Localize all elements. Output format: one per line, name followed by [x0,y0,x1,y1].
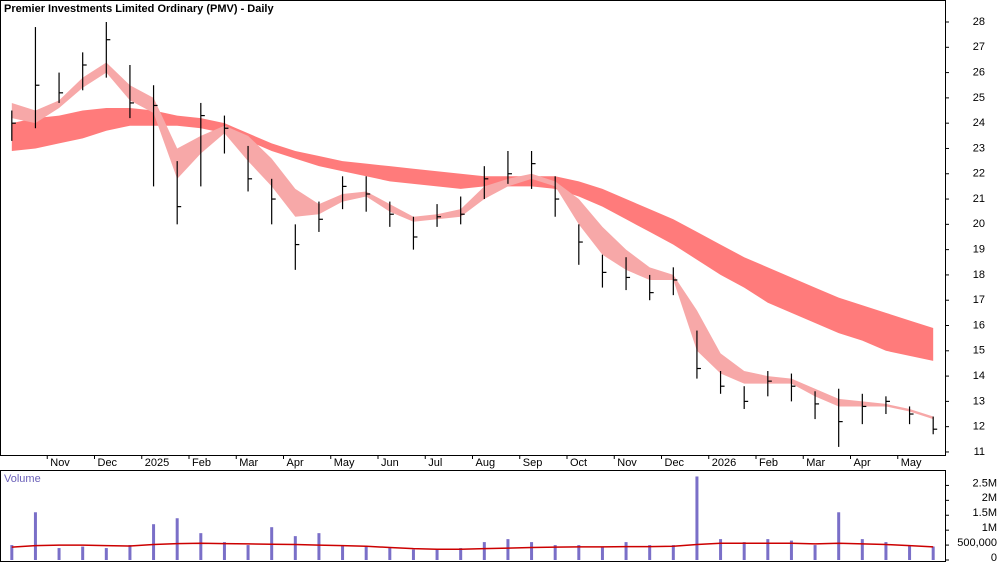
volume-bar [624,542,628,560]
volume-bar [766,539,770,560]
x-tick-label: Dec [665,457,685,469]
chart-title: Premier Investments Limited Ordinary (PM… [4,3,274,15]
volume-average [11,542,934,551]
volume-bar [388,548,392,560]
volume-bar [10,545,14,560]
volume-bar [317,533,321,560]
y-tick-label: 27 [973,41,985,53]
volume-bar [435,549,439,560]
volume-bar [837,512,841,560]
volume-bar [719,539,723,560]
x-tick-label: Aug [476,457,496,469]
volume-bar [742,542,746,560]
volume-bar [600,546,604,560]
volume-bar [341,545,345,560]
y-tick-label: 2.5M [973,477,997,489]
y-tick-label: 13 [973,395,985,407]
volume-bar [175,518,179,560]
volume-bar [459,548,463,560]
y-tick-label: 2M [982,492,997,504]
x-tick-label: May [334,457,355,469]
y-tick-label: 11 [974,446,985,458]
y-tick-label: 12 [973,421,985,433]
y-tick-label: 15 [973,345,985,357]
volume-bar [553,545,557,560]
ma-band [11,62,934,420]
volume-bar [648,545,652,560]
y-tick-label: 16 [973,319,985,331]
y-tick-label: 0 [991,552,997,562]
volume-bar [931,546,935,560]
y-tick-label: 19 [973,244,985,256]
y-tick-label: 21 [973,193,985,205]
volume-bar [33,512,37,560]
y-tick-label: 23 [973,142,985,154]
volume-bar [695,476,699,560]
x-tick-label: Apr [854,457,871,469]
x-tick-label: Nov [50,457,70,469]
volume-bar [57,548,61,560]
y-tick-label: 1M [982,522,997,534]
volume-bar [577,545,581,560]
volume-bar [908,545,912,560]
volume-bar [222,542,226,560]
y-tick-label: 28 [973,16,985,28]
volume-bar [671,545,675,560]
y-tick-label: 1.5M [973,507,997,519]
x-tick-label: Mar [806,457,825,469]
y-tick-label: 20 [973,218,985,230]
y-tick-label: 500,000 [957,537,997,549]
x-tick-label: Nov [617,457,637,469]
volume-bar [81,546,85,560]
volume-bar [128,545,132,560]
x-tick-label: Sep [523,457,543,469]
x-tick-label: Jul [428,457,442,469]
y-tick-label: 25 [973,92,985,104]
y-tick-label: 26 [973,66,985,78]
volume-bar [506,539,510,560]
volume-bar [482,542,486,560]
x-tick-label: 2026 [712,457,736,469]
volume-bar [860,539,864,560]
volume-bar [884,542,888,560]
x-tick-label: Mar [239,457,258,469]
volume-bar [104,548,108,560]
volume-title: Volume [4,473,41,485]
x-tick-label: May [901,457,922,469]
x-tick-label: Apr [287,457,304,469]
volume-bar [199,533,203,560]
volume-bar [789,540,793,560]
volume-bar [246,545,250,560]
x-tick-label: Jun [381,457,399,469]
volume-bar [813,545,817,560]
x-tick-label: Feb [759,457,778,469]
x-tick-label: Feb [192,457,211,469]
volume-bar [364,546,368,560]
x-tick-label: Dec [98,457,118,469]
y-tick-label: 24 [973,117,985,129]
y-tick-label: 17 [973,294,985,306]
volume-bar [411,549,415,560]
y-tick-label: 22 [973,168,985,180]
ma-band [11,107,934,361]
y-tick-label: 14 [973,370,985,382]
volume-panel [0,470,946,562]
volume-bar [293,536,297,560]
y-tick-label: 18 [973,269,985,281]
x-tick-label: Oct [570,457,587,469]
volume-bar [152,524,156,560]
x-tick-label: 2025 [145,457,169,469]
volume-bar [530,542,534,560]
